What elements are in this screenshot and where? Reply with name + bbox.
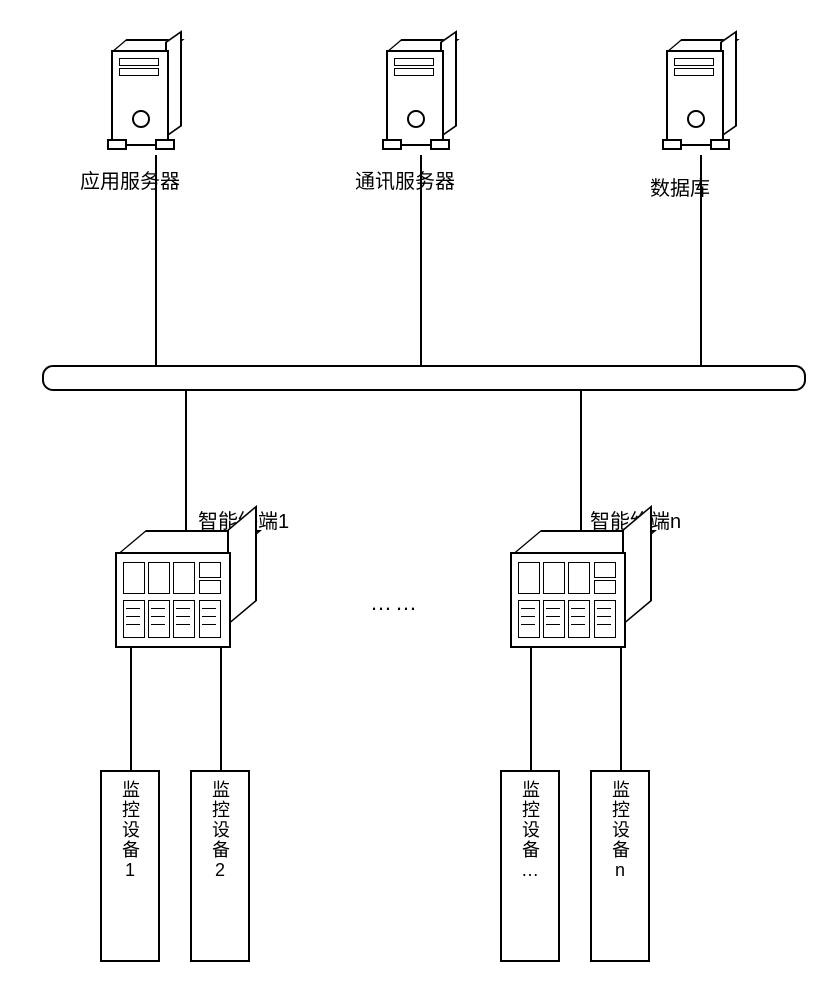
device-2-label: 监控设备2 <box>207 780 233 882</box>
device-2-box: 监控设备2 <box>190 770 250 962</box>
terminal1-icon <box>115 530 255 650</box>
dev2-line <box>220 648 222 770</box>
diagram-canvas: 应用服务器 通讯服务器 数据库 智能终端1 智能终端n <box>0 0 835 1000</box>
device-dots-label: 监控设备… <box>517 780 543 882</box>
terminaln-icon <box>510 530 650 650</box>
app-server-icon <box>105 50 175 150</box>
comm-server-label: 通讯服务器 <box>355 165 455 194</box>
devn-line <box>620 648 622 770</box>
terminaln-drop <box>580 389 582 530</box>
database-server-icon <box>660 50 730 150</box>
device-n-box: 监控设备n <box>590 770 650 962</box>
device-1-box: 监控设备1 <box>100 770 160 962</box>
network-bus <box>42 365 806 391</box>
app-server-label: 应用服务器 <box>80 165 180 194</box>
comm-server-icon <box>380 50 450 150</box>
database-drop <box>700 155 702 365</box>
comm-server-drop <box>420 155 422 365</box>
device-n-label: 监控设备n <box>607 780 633 882</box>
app-server-drop <box>155 155 157 365</box>
dev1-line <box>130 648 132 770</box>
device-1-label: 监控设备1 <box>117 780 143 882</box>
device-dots-box: 监控设备… <box>500 770 560 962</box>
devdots-line <box>530 648 532 770</box>
terminal-ellipsis: …… <box>370 590 420 616</box>
terminal1-drop <box>185 389 187 530</box>
